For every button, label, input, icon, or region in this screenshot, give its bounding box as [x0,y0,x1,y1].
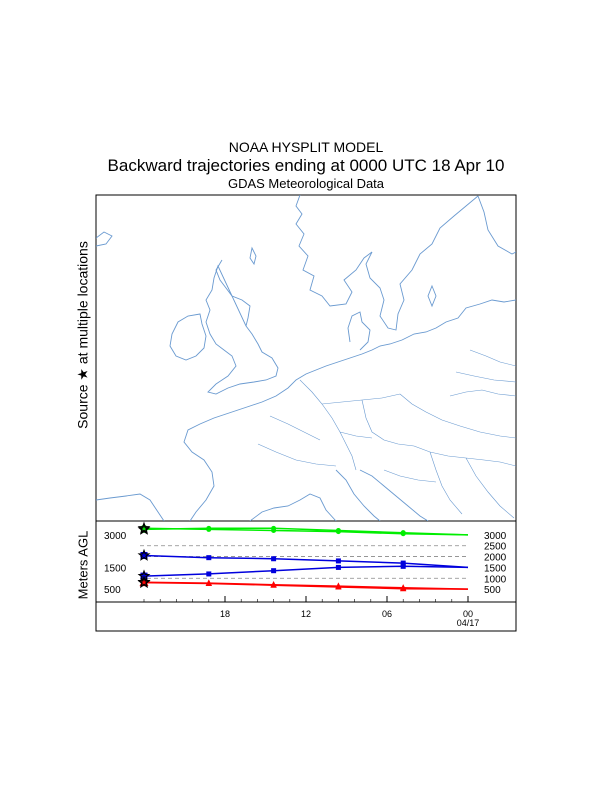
height-marker [335,529,341,535]
data-source-label: GDAS Meteorological Data [227,176,385,191]
height-curve [143,554,469,569]
height-marker [335,583,342,590]
height-marker [400,563,406,569]
iberia-coast [96,493,165,521]
height-curve [143,581,469,590]
time-tick-label: 12 [301,609,311,619]
gotland [427,284,437,308]
time-tick-label: 00 [463,609,473,619]
time-tick-label: 06 [382,609,392,619]
chart-title: NOAA HYSPLIT MODEL [228,139,384,155]
height-marker [335,564,341,570]
sweden-coast [365,195,479,331]
height-source-star [137,548,151,561]
height-marker [271,528,277,534]
left-height-tick: 1500 [104,563,127,574]
height-source-star [137,521,151,534]
chart-subtitle: Backward trajectories ending at 0000 UTC… [107,156,505,175]
right-height-tick: 1000 [484,574,507,585]
baltic-coast [401,299,516,341]
iceland-fragment [96,231,113,247]
map-panel: -20-15-10-5051015202560555045 [96,195,516,521]
finland-coast [477,195,516,255]
height-marker [270,581,277,588]
ireland-coast [169,313,207,361]
height-marker [206,571,212,577]
coastlines [96,195,516,521]
height-marker [335,558,341,564]
height-source-star [137,569,151,582]
outer-frame [95,194,517,632]
height-marker [400,560,406,566]
height-curve [143,565,469,577]
height-marker [140,551,148,559]
left-height-tick: 500 [104,585,121,596]
denmark-coast [347,311,371,351]
borders [257,349,516,519]
height-marker [205,579,212,586]
height-marker [206,555,212,561]
england-coast [205,264,279,395]
time-tick-label: 18 [220,609,230,619]
mediterranean-coast [249,493,337,521]
right-height-tick: 2000 [484,553,507,564]
left-height-tick: 3000 [104,531,127,542]
adriatic-coast [359,469,429,521]
italy-coast [335,469,381,521]
height-marker [400,531,406,537]
height-marker [206,526,212,532]
scotland-coast [215,259,251,327]
height-marker [271,556,277,562]
continent-west-coast [183,339,403,521]
height-marker [271,568,277,574]
height-curve [143,527,469,536]
norway-coast [295,195,373,307]
right-height-tick: 1500 [484,563,507,574]
date-label: 04/17 [457,618,480,628]
right-height-tick: 3000 [484,531,507,542]
shetland [249,246,257,266]
height-marker [400,584,407,592]
right-height-tick: 2500 [484,542,507,553]
right-height-tick: 500 [484,585,501,596]
